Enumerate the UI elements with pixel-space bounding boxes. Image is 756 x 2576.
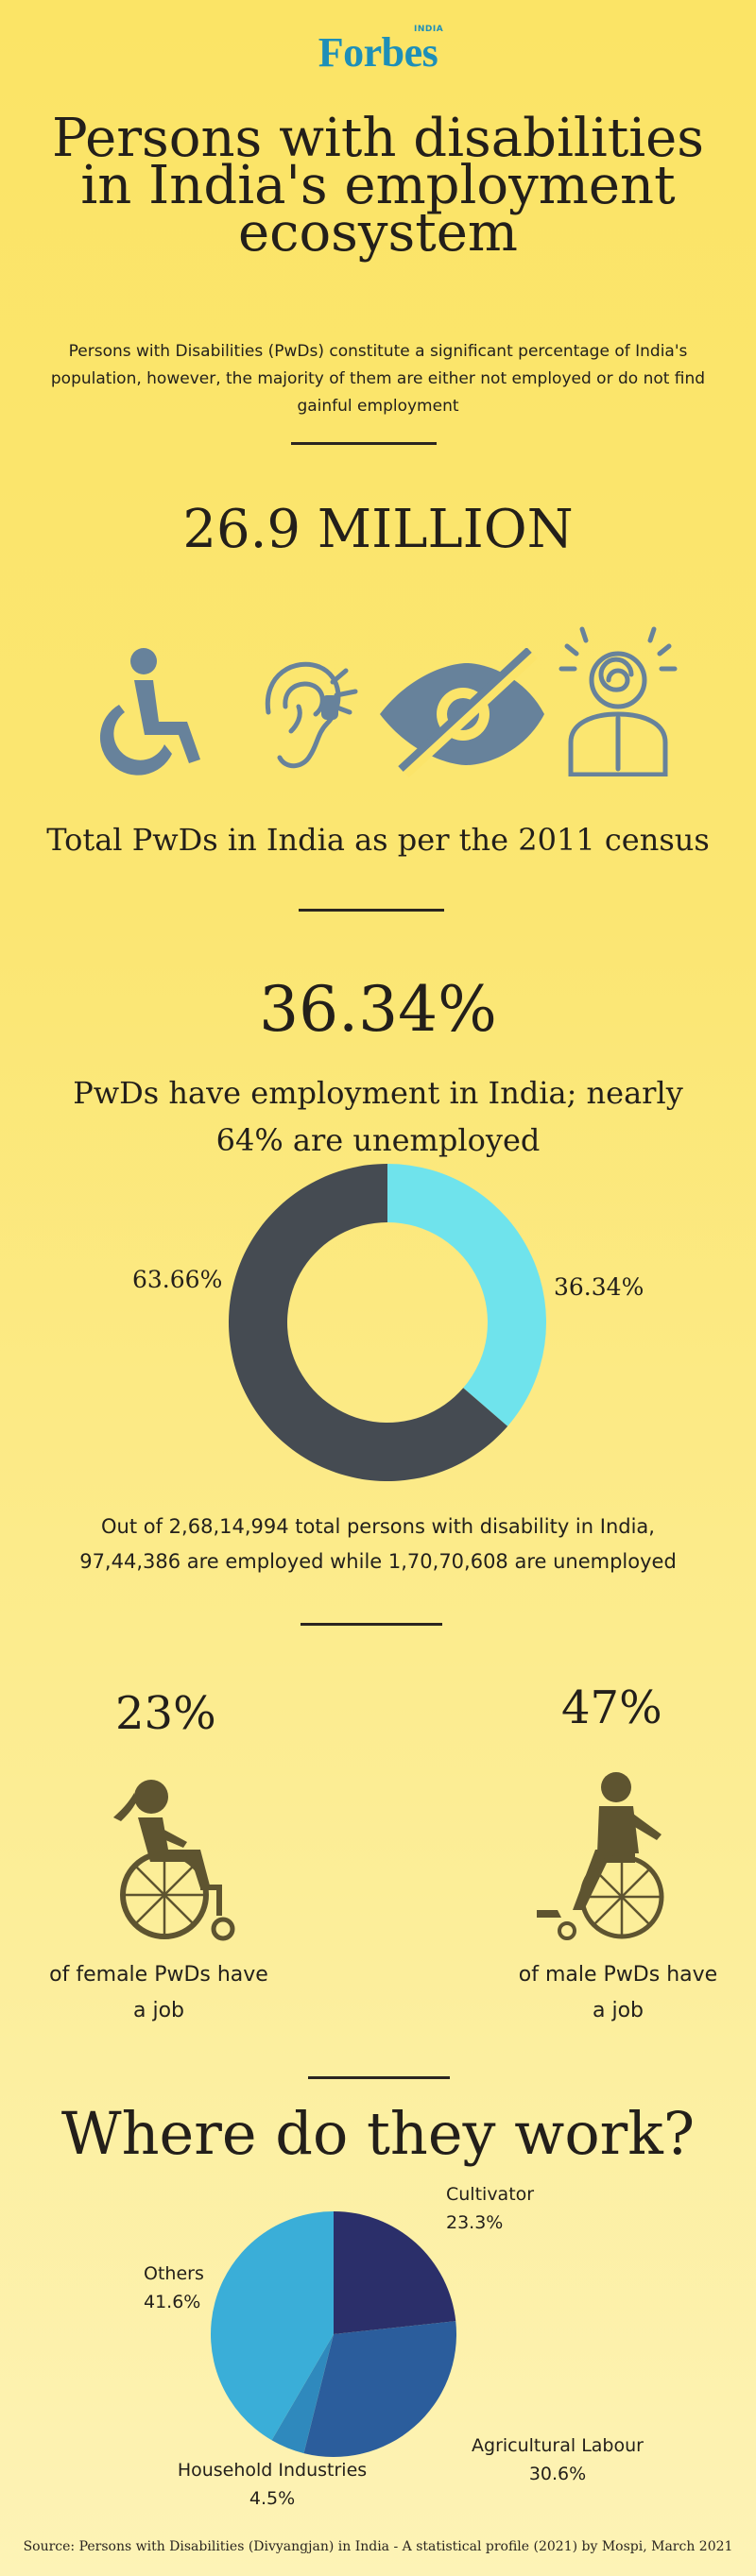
employment-detail: Out of 2,68,14,994 total persons with di… xyxy=(0,1510,756,1579)
donut-label-employed: 36.34% xyxy=(554,1273,644,1301)
pie-label-cultivator: Cultivator 23.3% xyxy=(446,2180,534,2237)
divider xyxy=(308,2076,450,2079)
employment-caption: PwDs have employment in India; nearly 64… xyxy=(0,1069,756,1164)
male-caption-line-2: a job xyxy=(592,1999,644,2022)
forbes-india-logo: Forbes INDIA xyxy=(0,25,756,77)
male-employment-pct: 47% xyxy=(561,1681,662,1734)
title-line-3: ecosystem xyxy=(237,202,519,264)
divider xyxy=(299,909,444,912)
divider xyxy=(291,442,437,445)
source-note: Source: Persons with Disabilities (Divya… xyxy=(23,2539,733,2554)
female-employment-pct: 23% xyxy=(115,1687,216,1740)
pie-slice-cultivator xyxy=(334,2211,456,2334)
divider xyxy=(301,1623,442,1626)
donut-slice-employed xyxy=(387,1164,546,1426)
employment-donut-chart xyxy=(229,1164,546,1481)
pie-label-household-industries: Household Industries 4.5% xyxy=(166,2456,378,2513)
employment-detail-line-1: Out of 2,68,14,994 total persons with di… xyxy=(101,1515,655,1538)
work-section-title: Where do they work? xyxy=(60,2099,696,2168)
female-caption-line-2: a job xyxy=(132,1999,184,2022)
employment-caption-line-2: 64% are unemployed xyxy=(215,1122,541,1158)
work-sector-pie-chart xyxy=(211,2211,456,2457)
pie-label-cultivator-name: Cultivator xyxy=(446,2184,535,2205)
logo-edition: INDIA xyxy=(414,25,444,34)
pie-slice-agricultural-labour xyxy=(303,2321,456,2457)
pie-slice-household-industries xyxy=(271,2334,334,2454)
female-wheelchair-user-icon xyxy=(113,1780,235,1941)
visual-impairment-icon xyxy=(380,648,544,778)
wheelchair-icon xyxy=(99,648,200,776)
pie-label-household-name: Household Industries xyxy=(177,2460,368,2481)
pie-label-agricultural-labour: Agricultural Labour 30.6% xyxy=(444,2431,671,2488)
female-employment-caption: of female PwDs have a job xyxy=(36,1957,282,2029)
pie-slice-others xyxy=(211,2211,334,2441)
male-employment-caption: of male PwDs have a job xyxy=(495,1957,741,2029)
hearing-impairment-icon xyxy=(265,661,358,769)
pie-label-others-value: 41.6% xyxy=(144,2292,201,2312)
logo-wordmark: Forbes xyxy=(318,29,438,76)
employment-caption-line-1: PwDs have employment in India; nearly xyxy=(73,1075,683,1111)
title-line-1: Persons with disabilities xyxy=(51,108,705,169)
pie-label-cultivator-value: 23.3% xyxy=(446,2212,504,2233)
pie-label-household-value: 4.5% xyxy=(249,2488,296,2509)
total-pwd-value: 26.9 MILLION xyxy=(182,499,574,560)
pie-label-agricultural-value: 30.6% xyxy=(528,2464,587,2484)
intro-text: Persons with Disabilities (PwDs) constit… xyxy=(50,342,706,416)
male-caption-line-1: of male PwDs have xyxy=(518,1963,718,1987)
pie-label-others-name: Others xyxy=(144,2263,204,2284)
mental-disability-icon xyxy=(558,626,678,776)
total-pwd-caption: Total PwDs in India as per the 2011 cens… xyxy=(46,822,710,858)
employment-headline: 36.34% xyxy=(259,973,497,1046)
male-wheelchair-user-icon xyxy=(537,1772,664,1940)
donut-label-unemployed: 63.66% xyxy=(132,1266,223,1293)
female-caption-line-1: of female PwDs have xyxy=(49,1963,268,1987)
pie-label-agricultural-name: Agricultural Labour xyxy=(472,2435,644,2456)
title-line-2: in India's employment xyxy=(80,155,676,216)
employment-detail-line-2: 97,44,386 are employed while 1,70,70,608… xyxy=(79,1550,677,1573)
page-title: Persons with disabilities in India's emp… xyxy=(0,108,756,264)
pie-label-others: Others 41.6% xyxy=(144,2260,204,2316)
donut-slice-unemployed xyxy=(229,1164,508,1481)
